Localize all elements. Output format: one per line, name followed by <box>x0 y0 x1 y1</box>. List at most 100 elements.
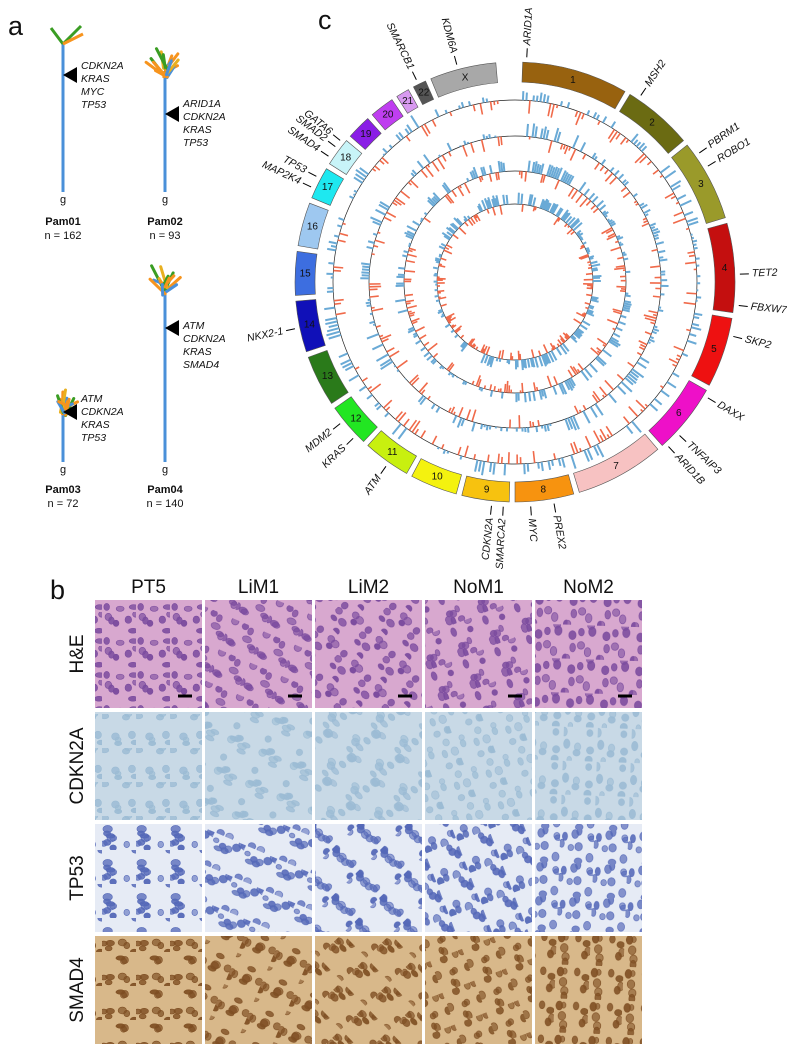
gene-tick <box>332 134 341 141</box>
tissue-texture <box>315 824 422 932</box>
gene-label: CDKN2A <box>480 517 496 561</box>
tree-name: Pam04 <box>147 484 183 496</box>
tissue-texture <box>95 824 202 932</box>
gene-label: SKP2 <box>744 333 773 351</box>
branch <box>56 400 66 415</box>
arrow <box>165 320 179 336</box>
gene-tick <box>380 466 387 474</box>
tree-name: Pam02 <box>147 216 182 228</box>
chromosome <box>413 80 435 106</box>
gene-label: NKX2-1 <box>246 325 284 344</box>
tissue-texture <box>535 824 642 932</box>
gene-tick <box>453 55 458 65</box>
gene-label: CDKN2A <box>183 111 226 123</box>
tissue-texture <box>205 600 312 708</box>
column-header: NoM2 <box>563 577 614 598</box>
track-baseline <box>368 135 662 429</box>
tissue-texture <box>205 824 312 932</box>
chromosome <box>411 458 462 495</box>
gene-label: MDM2 <box>303 426 335 455</box>
gene-tick <box>530 506 532 516</box>
column-header: PT5 <box>131 577 166 598</box>
chromosome <box>573 433 659 493</box>
loss-bars <box>436 204 593 360</box>
gene-tick <box>699 147 707 154</box>
gene-label: TP53 <box>81 432 106 444</box>
root-label: g <box>60 464 66 476</box>
chromosome-label: 11 <box>387 447 398 458</box>
tissue-texture <box>425 824 532 932</box>
chromosome-label: 1 <box>570 75 576 86</box>
chromosome <box>329 140 363 175</box>
track-baseline <box>332 99 698 465</box>
chromosome-label: 20 <box>382 109 394 120</box>
chromosome <box>514 474 575 503</box>
chromosome-label: 21 <box>402 96 414 107</box>
gain-bars <box>395 160 632 403</box>
chromosome <box>311 168 344 206</box>
arrow <box>165 106 179 122</box>
gene-label: ATM <box>182 320 205 332</box>
chromosome <box>367 430 417 474</box>
gene-tick <box>327 140 336 147</box>
gene-label: ATM <box>361 472 384 497</box>
branch <box>164 283 179 294</box>
gene-tick <box>308 171 317 177</box>
panel-label: b <box>50 575 65 605</box>
gain-bars <box>432 192 602 371</box>
chromosome <box>461 475 511 503</box>
loss-bars <box>369 136 662 428</box>
chromosome <box>619 94 684 154</box>
gene-label: FBXW7 <box>750 301 787 317</box>
gene-tick <box>332 423 341 430</box>
row-header: CDKN2A <box>67 727 88 804</box>
gene-label: KDM6A <box>439 17 460 55</box>
chromosome-label: 9 <box>484 485 490 496</box>
gain-bars <box>360 123 669 433</box>
gene-tick <box>346 437 354 445</box>
gene-label: PREX2 <box>550 514 568 550</box>
chromosome <box>671 144 726 224</box>
track-baseline <box>436 203 594 361</box>
branch <box>57 400 68 407</box>
gene-tick <box>733 335 743 340</box>
gene-label: CDKN2A <box>81 406 124 418</box>
chromosome <box>691 314 733 386</box>
chromosome <box>297 202 329 250</box>
chromosome <box>371 99 404 131</box>
chromosome-label: 13 <box>322 371 334 382</box>
tissue-texture <box>535 600 642 708</box>
loss-bars <box>403 171 627 393</box>
branch <box>163 276 171 289</box>
gene-tick <box>707 397 716 403</box>
arrow <box>63 67 77 83</box>
chromosome-label: 10 <box>432 472 444 483</box>
tissue-texture <box>315 600 422 708</box>
chromosome <box>295 299 326 353</box>
tissue-texture <box>315 712 422 820</box>
root-label: g <box>60 194 66 206</box>
gene-label: SMARCB1 <box>384 21 417 72</box>
branch <box>154 47 169 70</box>
gene-tick <box>679 435 687 442</box>
tree-name: Pam03 <box>45 484 80 496</box>
tissue-texture <box>205 936 312 1044</box>
gene-label: KRAS <box>183 124 212 136</box>
root-label: g <box>162 464 168 476</box>
row-header: TP53 <box>67 855 88 900</box>
gene-label: ATM <box>80 393 103 405</box>
gene-label: KRAS <box>81 73 110 85</box>
chromosome-label: 12 <box>350 414 362 425</box>
tissue-texture <box>425 712 532 820</box>
arrow <box>63 404 77 420</box>
row-header: H&E <box>67 634 88 673</box>
chromosome-label: 14 <box>304 319 316 330</box>
gene-tick <box>411 71 417 80</box>
gene-tick <box>640 87 647 96</box>
chromosome-label: 7 <box>613 461 619 472</box>
gene-tick <box>302 182 312 188</box>
chromosome-label: X <box>462 73 469 84</box>
gene-label: TET2 <box>752 267 778 280</box>
gene-label: DAXX <box>715 399 747 425</box>
